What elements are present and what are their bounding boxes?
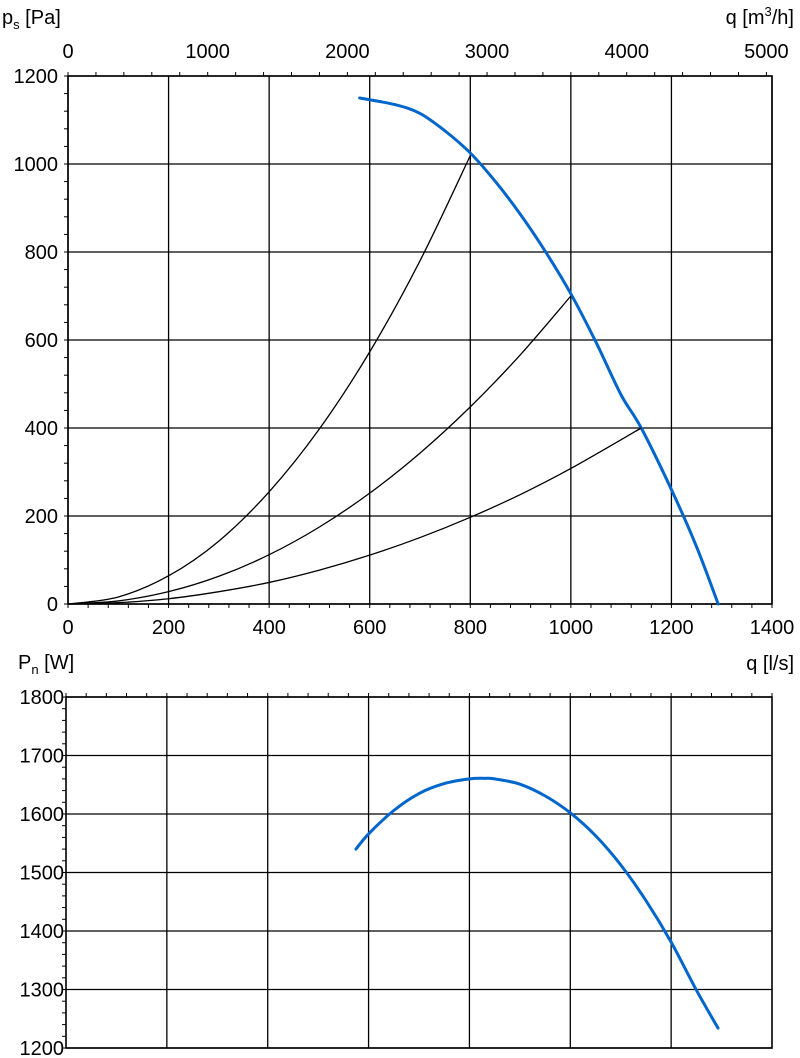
pressure-chart: ps [Pa] q [m3/h] q [l/s] 0 200 400 600 800 10… [2, 4, 794, 675]
x-tick-label: 1400 [750, 617, 795, 639]
system-resistance-curve [67, 427, 642, 605]
airflow-m3h-axis-title: q [m3/h] [726, 4, 794, 29]
y-tick-label: 0 [47, 594, 58, 616]
x-tick-label: 200 [152, 617, 185, 639]
plot-frame [65, 696, 773, 1049]
y-tick-label: 400 [25, 418, 58, 440]
power-chart: Pn [W] 1200 1300 1400 1500 1600 1700 1800 [18, 652, 773, 1058]
pressure-series [67, 96, 720, 606]
pressure-grid [64, 72, 773, 608]
plot-frame [67, 75, 773, 605]
x2-tick-label: 0 [62, 41, 73, 63]
y-tick-label: 1200 [20, 1038, 65, 1058]
x-tick-label: 1200 [649, 617, 694, 639]
x2-tick-label: 5000 [744, 41, 789, 63]
y-tick-label: 800 [25, 242, 58, 264]
x-tick-label: 1000 [549, 617, 594, 639]
power-axis-title: Pn [W] [18, 652, 74, 677]
power-tick-labels: 1200 1300 1400 1500 1600 1700 1800 [20, 687, 65, 1058]
y-tick-label: 1400 [20, 921, 65, 943]
power-grid [62, 693, 773, 1049]
x-tick-label: 0 [62, 617, 73, 639]
pressure-axis-title: ps [Pa] [2, 7, 61, 32]
system-resistance-curve [67, 295, 572, 605]
y-tick-label: 1300 [20, 980, 65, 1002]
y-tick-label: 1600 [20, 804, 65, 826]
power-series [354, 776, 720, 1030]
x2-tick-label: 3000 [465, 41, 510, 63]
x-tick-label: 800 [454, 617, 487, 639]
x-tick-label: 600 [353, 617, 386, 639]
x2-tick-label: 4000 [604, 41, 649, 63]
x2-tick-label: 1000 [185, 41, 230, 63]
y-tick-label: 1800 [20, 687, 65, 709]
x2-tick-label: 2000 [325, 41, 370, 63]
system-resistance-curve [67, 155, 471, 605]
airflow-ls-axis-title: q [l/s] [746, 653, 794, 675]
y-tick-label: 1700 [20, 746, 65, 768]
x-tick-label: 400 [252, 617, 285, 639]
y-tick-label: 1200 [14, 66, 59, 88]
y-tick-label: 1500 [20, 863, 65, 885]
fan-pressure-curve [358, 96, 720, 606]
y-tick-label: 200 [25, 506, 58, 528]
y-tick-label: 1000 [14, 154, 59, 176]
y-tick-label: 600 [25, 330, 58, 352]
power-curve [354, 776, 720, 1030]
